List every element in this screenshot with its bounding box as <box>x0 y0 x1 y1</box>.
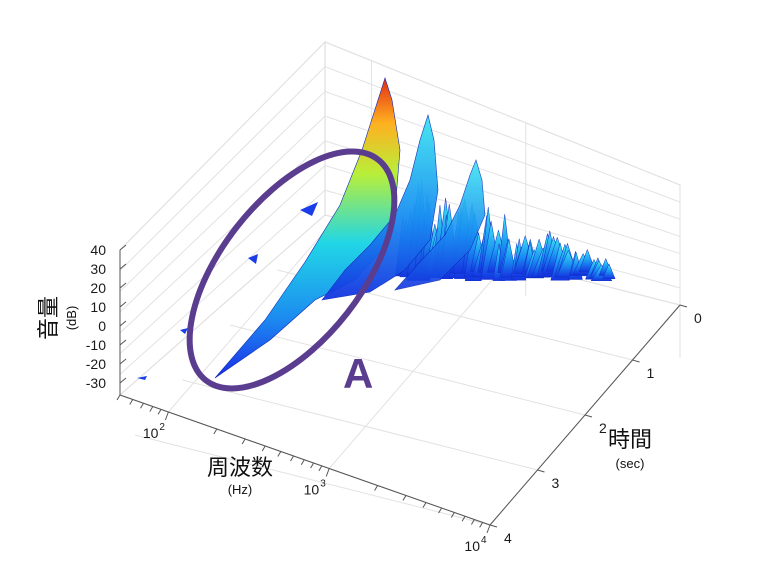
y-axis: 0 1 2 3 4 時間 (sec) <box>489 304 702 546</box>
grid-line <box>119 91 326 292</box>
x-major-tick <box>325 468 330 477</box>
annotation-a: A <box>186 148 398 397</box>
z-tick-mark <box>119 358 127 365</box>
x-tick-exponent: 2 <box>159 422 165 433</box>
x-axis-title: 周波数 <box>207 456 273 481</box>
y-tick-label: 4 <box>504 530 512 546</box>
x-minor-tick <box>277 451 282 457</box>
x-minor-tick <box>116 394 121 401</box>
z-tick-label: -30 <box>86 375 106 391</box>
z-tick-mark <box>119 263 127 270</box>
z-tick-mark <box>119 244 127 251</box>
grid-line <box>134 434 491 526</box>
grid-line <box>119 189 326 375</box>
x-axis-line <box>119 394 491 526</box>
y-tick-mark <box>632 359 640 363</box>
x-tick-base: 10 <box>143 425 159 441</box>
x-minor-tick <box>422 502 427 508</box>
x-minor-tick <box>149 406 154 412</box>
x-minor-tick <box>461 515 466 522</box>
surface-fragment-1 <box>300 202 318 216</box>
x-minor-tick <box>438 507 443 514</box>
z-tick-label: 40 <box>90 242 106 258</box>
x-axis-unit: (Hz) <box>228 482 253 497</box>
z-tick-mark <box>119 301 127 308</box>
x-tick-base: 10 <box>304 482 320 498</box>
x-minor-tick <box>157 409 162 415</box>
y-tick-label: 0 <box>694 310 702 326</box>
z-tick-label: 10 <box>90 299 106 315</box>
z-tick-label: 30 <box>90 261 106 277</box>
x-tick-label: 10 4 <box>464 535 487 554</box>
y-tick-label: 3 <box>552 475 560 491</box>
z-tick-label: -10 <box>86 337 106 353</box>
grid-line <box>324 41 681 186</box>
grid-line <box>119 41 326 251</box>
x-minor-tick <box>140 402 144 409</box>
z-axis-title: 音量 <box>37 296 62 340</box>
y-tick-mark <box>679 304 688 308</box>
x-minor-tick <box>470 519 475 525</box>
surface-fragment-4 <box>137 376 147 380</box>
grid-line <box>119 115 326 313</box>
x-tick-base: 10 <box>464 538 480 554</box>
x-minor-tick <box>300 459 305 466</box>
x-minor-tick <box>261 445 266 452</box>
y-tick-label: 2 <box>599 420 607 436</box>
x-minor-tick <box>241 438 246 445</box>
z-axis-unit: (dB) <box>64 306 79 331</box>
annotation-label: A <box>343 350 373 397</box>
surface-second-ridge <box>321 113 439 301</box>
x-tick-label: 10 2 <box>143 422 166 441</box>
z-tick-label: -20 <box>86 356 106 372</box>
x-major-tick <box>486 524 491 534</box>
x-tick-exponent: 4 <box>481 535 487 546</box>
grid-line <box>229 324 586 416</box>
z-tick-mark <box>119 282 127 289</box>
grid-line <box>119 66 326 272</box>
x-major-tick <box>164 411 169 421</box>
z-tick-mark <box>119 320 127 327</box>
x-minor-tick <box>318 465 323 472</box>
x-minor-tick <box>402 495 407 501</box>
decay-spike <box>602 263 616 280</box>
x-minor-tick <box>374 485 379 491</box>
grid-line <box>182 379 538 471</box>
x-minor-tick <box>310 462 315 469</box>
x-minor-tick <box>129 399 134 405</box>
z-tick-label: 20 <box>90 280 106 296</box>
x-minor-tick <box>213 428 218 435</box>
surface-fragment-2 <box>248 254 258 264</box>
z-tick-mark <box>119 377 127 384</box>
x-minor-tick <box>479 522 484 528</box>
x-minor-tick <box>450 512 455 518</box>
y-axis-unit: (sec) <box>616 456 645 471</box>
grid-line <box>119 165 326 354</box>
y-tick-mark <box>537 469 545 473</box>
x-tick-exponent: 3 <box>320 479 326 490</box>
grid-line <box>119 214 326 396</box>
grid-line <box>328 248 520 469</box>
surface-fragment-3 <box>180 328 188 334</box>
y-tick-label: 1 <box>647 365 655 381</box>
annotation-ellipse <box>186 148 398 392</box>
y-axis-title: 時間 <box>608 428 652 453</box>
x-tick-label: 10 3 <box>304 479 327 498</box>
surface-plot <box>137 77 616 380</box>
y-tick-mark <box>584 414 593 418</box>
x-minor-tick <box>290 455 294 462</box>
z-tick-label: 0 <box>98 318 106 334</box>
z-axis: 40 30 20 10 0 -10 -20 -30 音量 (dB) <box>37 242 127 395</box>
y-tick-mark <box>489 524 498 528</box>
surface-third-ridge <box>394 159 486 291</box>
z-tick-mark <box>119 339 127 346</box>
